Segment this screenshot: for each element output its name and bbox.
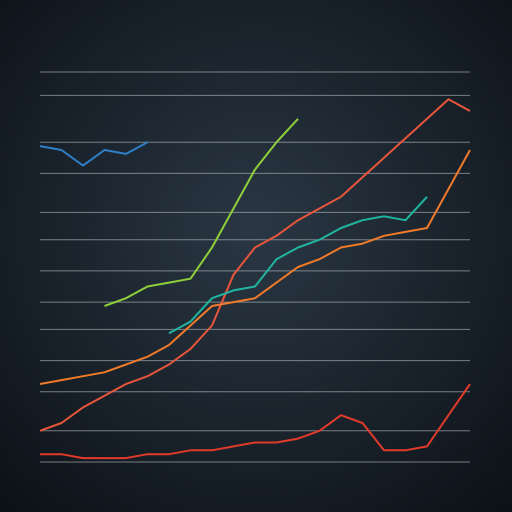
data-line (104, 118, 299, 307)
data-line (168, 196, 428, 335)
data-line (40, 383, 471, 460)
data-line (39, 141, 148, 167)
data-line (39, 98, 471, 432)
plot-area (39, 71, 471, 463)
data-line (39, 149, 471, 385)
